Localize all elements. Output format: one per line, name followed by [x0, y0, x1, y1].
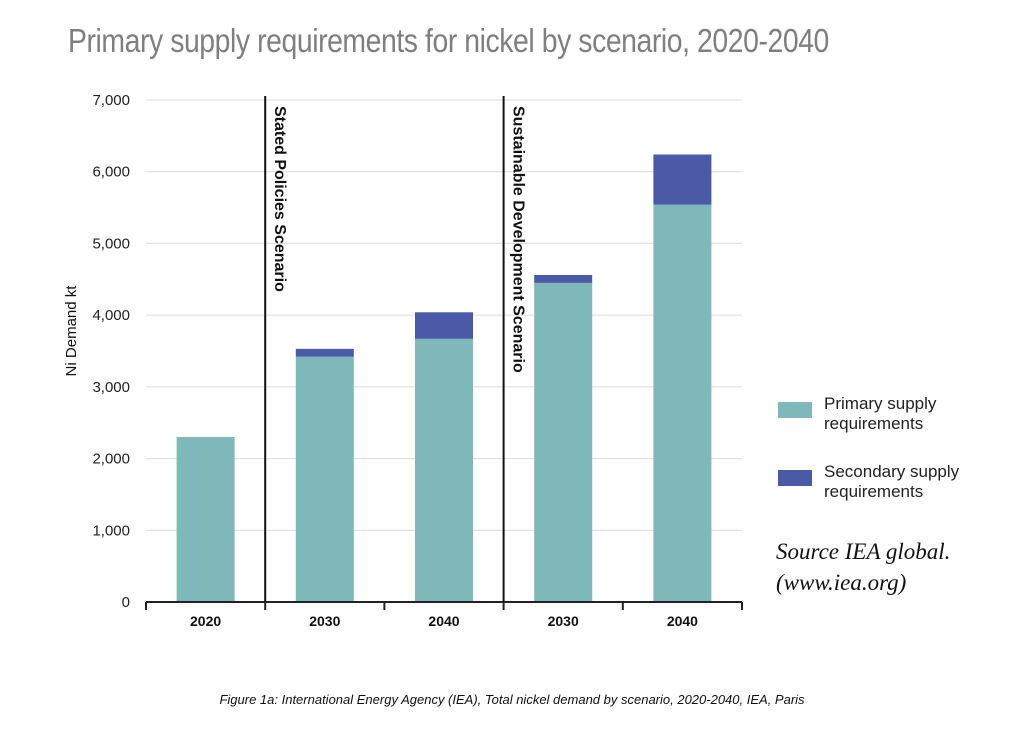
legend-label-secondary: Secondary supply requirements	[824, 462, 960, 501]
bar-primary	[295, 356, 354, 602]
y-axis-label: Ni Demand kt	[63, 285, 80, 377]
x-tick-label: 2040	[428, 613, 459, 629]
x-tick-label: 2030	[309, 613, 340, 629]
y-tick-label: 3,000	[92, 379, 130, 396]
bar-secondary	[534, 274, 593, 283]
bar-secondary	[653, 154, 712, 205]
bar-secondary	[295, 348, 354, 357]
x-tick-label: 2040	[667, 613, 698, 629]
y-tick-label: 1,000	[92, 522, 130, 539]
source-line-1: Source IEA global.	[776, 539, 951, 564]
y-tick-label: 5,000	[92, 235, 130, 252]
figure-caption: Figure 1a: International Energy Agency (…	[219, 692, 805, 707]
chart-title: Primary supply requirements for nickel b…	[68, 22, 829, 59]
legend-item-primary: Primary supply requirements	[778, 394, 994, 434]
axes	[145, 96, 743, 610]
y-tick-label: 7,000	[92, 92, 130, 109]
legend-item-secondary: Secondary supply requirements	[778, 462, 994, 502]
bars	[176, 154, 712, 602]
x-tick-label: 2020	[190, 613, 221, 629]
bar-primary	[415, 338, 473, 602]
y-tick-label: 0	[122, 594, 130, 611]
y-tick-label: 6,000	[92, 164, 130, 181]
bar-primary	[534, 282, 593, 602]
bar-secondary	[415, 312, 473, 339]
source-line-2: (www.iea.org)	[776, 570, 907, 595]
legend-swatch-secondary	[778, 470, 812, 486]
legend-swatch-primary	[778, 402, 812, 418]
y-tick-label: 4,000	[92, 307, 130, 324]
scenario-label: Sustainable Development Scenario	[510, 106, 527, 373]
scenario-label: Stated Policies Scenario	[271, 106, 288, 292]
y-tick-label: 2,000	[92, 451, 130, 468]
legend-label-primary: Primary supply requirements	[824, 394, 937, 433]
axis-labels: 0 1,000 2,000 3,000 4,000 5,000 6,000 7,000 2020…	[63, 92, 698, 629]
x-tick-label: 2030	[548, 613, 579, 629]
source-note: Source IEA global. (www.iea.org)	[776, 536, 950, 598]
bar-primary	[653, 204, 712, 602]
bar-primary	[176, 437, 235, 602]
